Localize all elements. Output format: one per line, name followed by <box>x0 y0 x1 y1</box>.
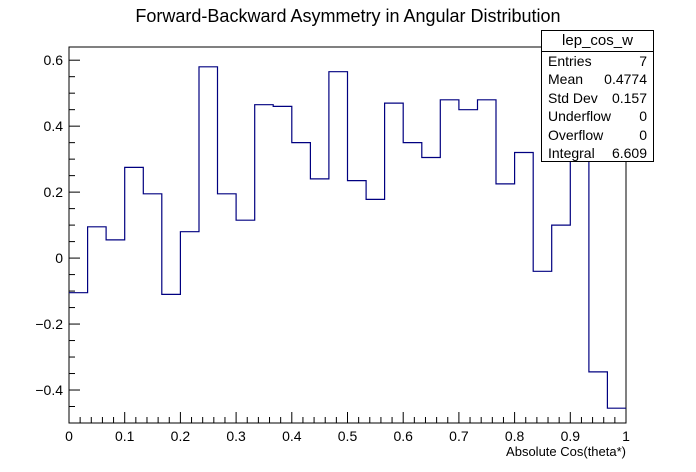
x-tick-label: 0.1 <box>115 428 135 444</box>
x-tick-label: 0.8 <box>505 428 525 444</box>
y-tick-label: 0.2 <box>44 184 64 200</box>
stats-value: 6.609 <box>611 144 647 161</box>
stats-value: 7 <box>639 53 647 69</box>
x-tick-label: 0.2 <box>171 428 191 444</box>
stats-value: 0 <box>639 108 647 125</box>
x-axis-title: Absolute Cos(theta*) <box>506 444 626 459</box>
y-tick-label: −0.2 <box>35 316 63 332</box>
stats-row: Mean 0.4774 <box>542 70 653 88</box>
x-tick-label: 0.9 <box>561 428 581 444</box>
stats-value: 0 <box>639 126 647 143</box>
x-tick-label: 0 <box>65 428 73 444</box>
stats-row: Entries 7 <box>542 52 653 70</box>
stats-label: Entries <box>548 53 592 69</box>
x-tick-label: 0.6 <box>393 428 413 444</box>
stats-row: Std Dev 0.157 <box>542 89 653 107</box>
y-tick-label: 0 <box>55 250 63 266</box>
axis-tick-labels: 0 0.1 0.2 0.3 0.4 0.5 0.6 0.7 0.8 0.9 1 −0.4 −0.2 0 0.… <box>35 52 630 444</box>
y-tick-label: 0.6 <box>44 52 64 68</box>
stats-label: Underflow <box>548 108 612 125</box>
stats-row: Underflow 0 <box>542 107 653 125</box>
y-tick-label: −0.4 <box>35 382 63 398</box>
x-tick-label: 0.7 <box>449 428 469 444</box>
stats-row: Integral 6.609 <box>542 144 653 162</box>
stats-rows: Entries 7 Mean 0.4774 Std Dev 0.157 Underflow 0… <box>542 52 653 162</box>
stats-label: Integral <box>548 144 595 161</box>
axis-ticks <box>68 59 627 424</box>
x-tick-label: 0.5 <box>338 428 358 444</box>
stats-value: 0.157 <box>611 89 647 106</box>
x-tick-label: 0.4 <box>282 428 302 444</box>
stats-label: Mean <box>548 71 584 88</box>
x-tick-label: 0.3 <box>226 428 246 444</box>
stats-box: lep_cos_w Entries 7 Mean 0.4774 Std Dev 0.157… <box>541 30 654 162</box>
stats-label: Overflow <box>548 126 604 143</box>
stats-row: Overflow 0 <box>542 126 653 144</box>
stats-label: Std Dev <box>548 89 598 106</box>
stats-title: lep_cos_w <box>542 31 653 52</box>
x-tick-label: 1 <box>622 428 630 444</box>
stats-value: 0.4774 <box>604 71 647 88</box>
y-tick-label: 0.4 <box>44 118 64 134</box>
chart-title: Forward-Backward Asymmetry in Angular Di… <box>135 6 560 26</box>
histogram-line <box>69 59 626 409</box>
